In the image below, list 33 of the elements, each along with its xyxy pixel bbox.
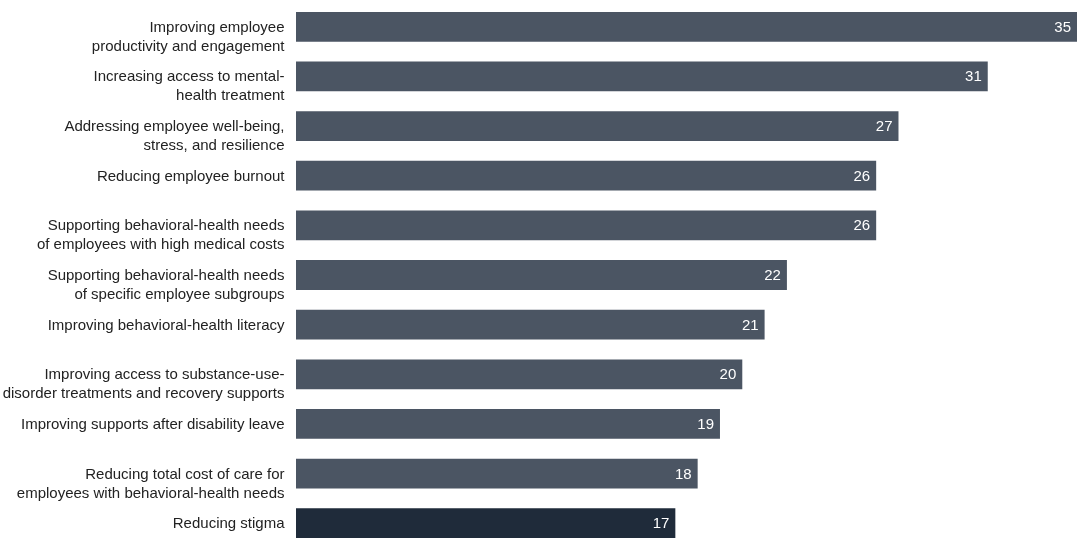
bar [296,508,676,539]
data-label: 22 [764,266,781,283]
bar [296,11,1077,42]
y-tick-label: Increasing access to mental- health treatment [93,67,286,104]
bar [296,160,877,191]
y-tick-label: Reducing total cost of care for employees with behavioral-health needs [16,464,285,501]
y-tick-label: Supporting behavioral-health needs of specific employee subgroups [47,266,285,302]
data-label: 18 [674,464,692,482]
y-tick-label: Improving access to substance-use- disorder treatments and recovery supports [2,365,285,402]
y-tick-label: Reducing employee burnout [96,166,286,184]
data-label: 17 [652,514,670,532]
y-tick-label: Improving behavioral-health literacy [47,315,285,333]
y-tick-label: Improving employee productivity and engagement [91,17,286,54]
bar [296,210,877,241]
bar [296,61,988,92]
y-tick-label: Reducing stigma [172,514,286,532]
data-label: 31 [965,67,982,85]
data-label: 19 [697,414,714,432]
bar [296,111,899,141]
bar [296,359,743,390]
data-label: 21 [741,315,759,333]
y-tick-label: Improving supports after disability leave [21,414,285,432]
bar [296,309,765,340]
data-label: 27 [875,117,893,135]
y-tick-label: Supporting behavioral-health needs of employees with high medical costs [36,216,285,253]
bar [296,409,720,439]
data-label: 26 [853,216,871,234]
bar [296,260,787,290]
bar [296,458,698,489]
data-label: 35 [1054,17,1071,35]
y-tick-label: Addressing employee well-being, stress, and resilience [64,117,285,154]
data-label: 26 [853,166,871,184]
data-label: 20 [719,365,737,383]
